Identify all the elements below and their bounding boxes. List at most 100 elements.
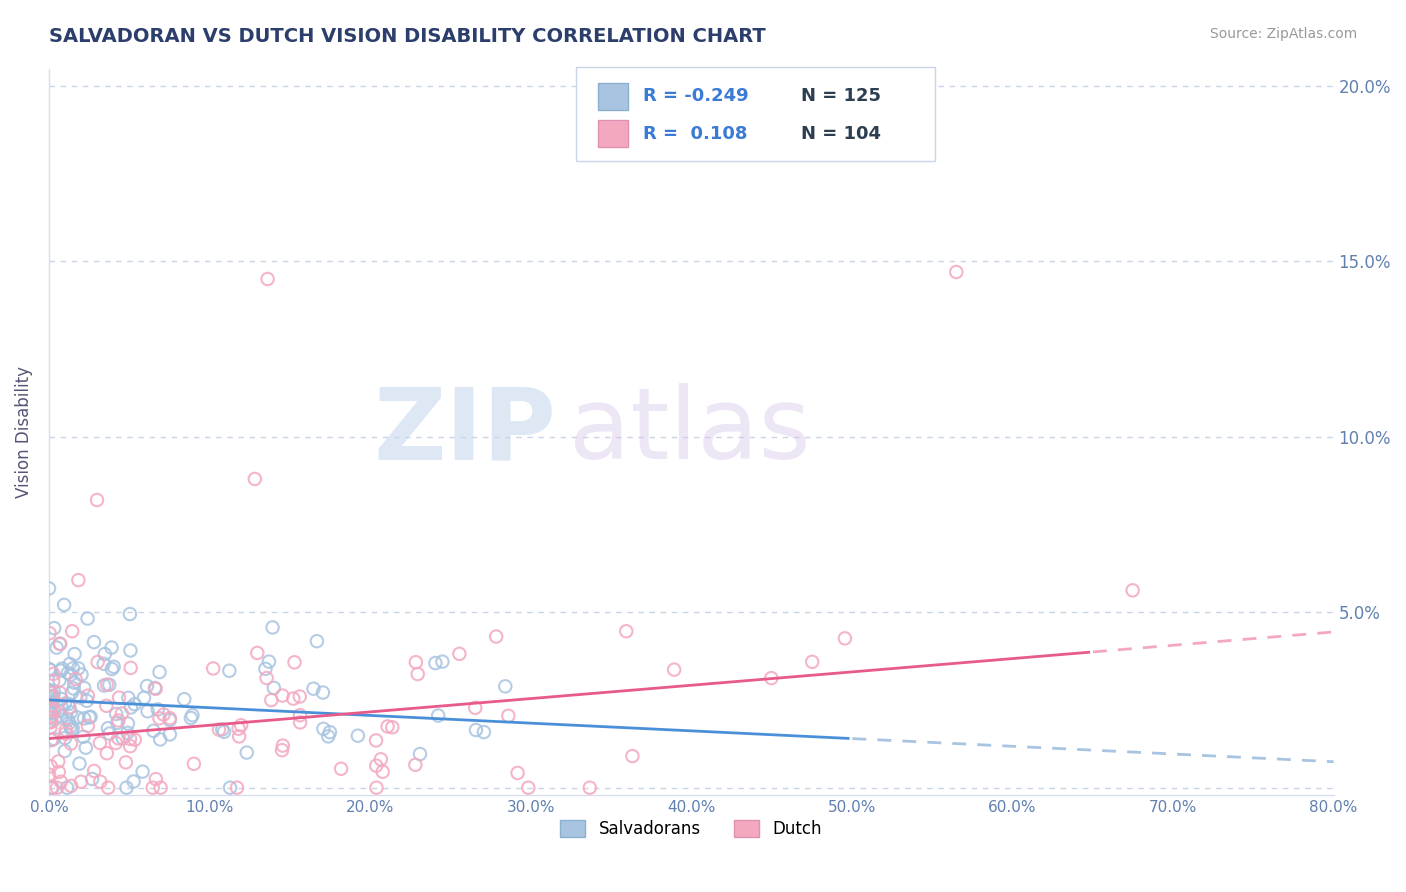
Point (226, 780, 249, 795)
Point (39, 759, 62, 773)
Point (122, 774, 145, 789)
Point (60, 686, 83, 700)
Point (41, 733, 63, 747)
Point (271, 689, 294, 703)
Point (107, 714, 129, 728)
Point (1122, 583, 1144, 598)
Point (208, 723, 231, 737)
Point (41, 698, 63, 712)
Point (262, 620, 284, 634)
Point (114, 756, 136, 770)
Point (219, 780, 242, 795)
Point (271, 743, 294, 757)
Point (59, 705, 82, 719)
Text: N = 104: N = 104 (801, 125, 882, 143)
Point (517, 780, 540, 795)
Point (48, 764, 70, 779)
Point (145, 772, 167, 786)
Point (142, 723, 165, 738)
Point (96, 698, 118, 713)
Point (305, 634, 328, 648)
Point (506, 766, 529, 780)
Point (41, 698, 63, 713)
Point (63, 647, 86, 661)
Point (69, 756, 91, 771)
Point (96, 746, 118, 760)
Point (39, 715, 62, 730)
Point (103, 660, 125, 674)
Point (256, 671, 278, 685)
Point (288, 708, 311, 723)
Point (148, 711, 170, 725)
Point (117, 726, 139, 740)
Point (145, 681, 167, 696)
Point (79, 710, 101, 724)
Point (108, 690, 131, 705)
Text: atlas: atlas (569, 383, 811, 480)
Point (58, 700, 80, 714)
Point (464, 700, 486, 714)
Point (38, 714, 60, 729)
Point (42, 689, 65, 703)
Point (257, 655, 280, 669)
Point (371, 764, 394, 779)
Legend: Salvadorans, Dutch: Salvadorans, Dutch (554, 813, 828, 845)
Point (614, 624, 637, 639)
Text: Source: ZipAtlas.com: Source: ZipAtlas.com (1209, 27, 1357, 41)
Point (39, 683, 62, 698)
Point (39, 710, 62, 724)
Point (494, 679, 516, 693)
Point (42, 685, 65, 699)
Point (83, 635, 105, 649)
Point (405, 655, 427, 669)
Point (44, 621, 66, 635)
Point (159, 713, 181, 727)
Point (347, 729, 370, 743)
Point (86, 655, 108, 669)
Point (94, 647, 117, 661)
Point (41, 780, 63, 795)
Point (59, 657, 82, 671)
Point (801, 655, 824, 669)
Point (41, 698, 63, 713)
Point (69, 690, 91, 705)
Point (73, 681, 96, 695)
Point (39, 663, 62, 677)
Point (65, 672, 87, 686)
Point (124, 732, 146, 747)
Point (51, 662, 73, 676)
Point (111, 706, 134, 721)
Point (316, 730, 339, 744)
Point (136, 679, 159, 693)
Point (427, 708, 450, 723)
Point (432, 655, 454, 669)
Point (180, 711, 202, 725)
Point (183, 756, 205, 771)
Point (93, 679, 115, 693)
Point (159, 727, 181, 741)
Point (254, 662, 277, 676)
Point (62, 681, 84, 696)
Point (70, 774, 93, 789)
Point (260, 693, 283, 707)
Point (41, 714, 63, 729)
Point (76, 611, 98, 625)
Point (89, 736, 111, 750)
Point (38, 706, 60, 720)
Point (41, 690, 63, 705)
Point (51, 700, 73, 714)
Point (49, 637, 72, 651)
Point (98, 678, 121, 692)
Point (283, 655, 305, 669)
Point (45, 640, 67, 655)
Point (319, 725, 342, 739)
Point (76, 689, 98, 703)
Point (131, 764, 153, 779)
Point (97, 780, 120, 795)
Point (66, 710, 89, 724)
Point (120, 739, 142, 754)
Point (58, 697, 80, 711)
Point (271, 739, 294, 753)
Point (56, 713, 79, 727)
Point (96, 678, 118, 692)
